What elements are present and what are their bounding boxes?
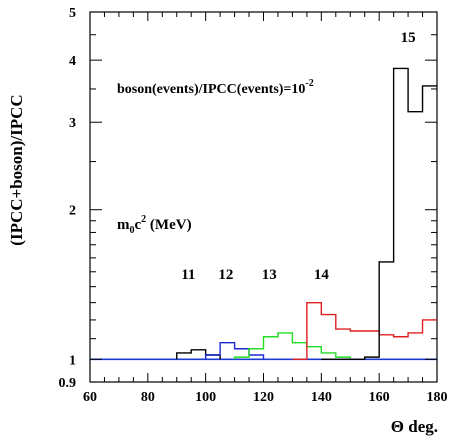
x-tick-label: 80 [141,390,155,405]
mass-annotation: m0c2 (MeV) [117,214,192,236]
y-tick-label: 5 [69,6,76,21]
x-tick-label: 160 [369,390,390,405]
y-axis-label: (IPCC+boson)/IPCC [7,94,26,245]
mass-superscript: 2 [141,214,146,225]
series-label-14: 14 [314,267,330,283]
mass-m: m [117,217,130,233]
series-14 [292,301,437,360]
ratio-exponent: -2 [305,78,313,89]
y-tick-label: 2 [69,204,76,219]
series-13 [233,332,351,360]
series-label-15: 15 [401,30,416,46]
y-tick-label: 1 [69,353,76,368]
x-tick-label: 120 [253,390,274,405]
plot-frame [89,11,438,383]
labels-group: 11 12 13 14 15 boson(events)/IPCC(events)=10-… [117,30,416,283]
series-label-11: 11 [181,267,195,283]
mass-subscript: 0 [130,225,135,236]
x-tick-label: 140 [311,390,332,405]
y-tick-label: 0.9 [59,376,77,391]
x-axis-label: Θ deg. [391,417,438,436]
series-15 [321,67,437,360]
x-tick-label: 60 [83,390,97,405]
series-label-12: 12 [218,267,233,283]
mass-c: c [135,217,142,233]
series-12 [204,341,265,360]
series-label-13: 13 [262,267,277,283]
x-tick-label: 100 [195,390,216,405]
series-group [176,67,437,360]
x-tick-label: 180 [427,390,448,405]
y-tick-label: 3 [69,116,76,131]
y-tick-label: 4 [69,54,76,69]
mass-unit: (MeV) [146,217,191,233]
ratio-annotation: boson(events)/IPCC(events)=10-2 [117,78,314,97]
plot-area [89,11,438,383]
ratio-text: boson(events)/IPCC(events)=10 [117,82,305,97]
